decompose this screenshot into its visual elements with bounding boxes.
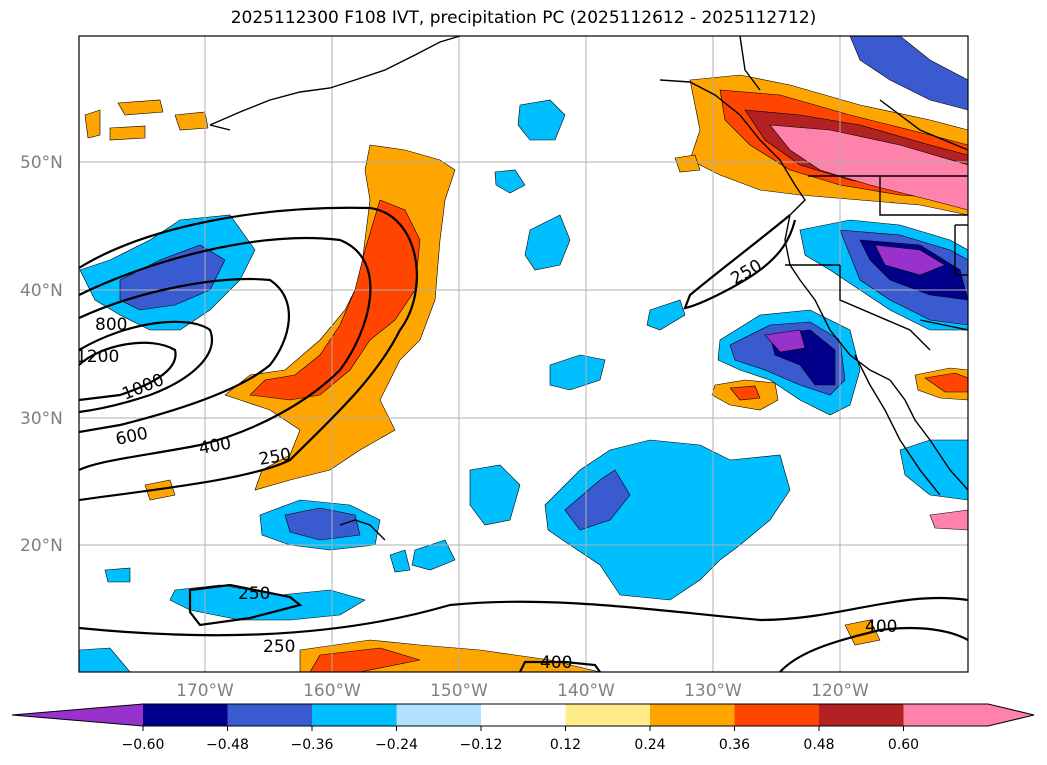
colorbar-tick-label: −0.60 [122,737,165,753]
colorbar-tick-label: −0.12 [460,737,503,753]
colorbar-extend-min [12,704,143,726]
latitude-labels: 50°N 40°N 30°N 20°N [20,153,63,556]
colorbar-tick-label: −0.48 [206,737,249,753]
contour-label: 400 [865,617,897,637]
colorbar-segment [312,704,397,726]
colorbar-segment [650,704,735,726]
colorbar: −0.60 −0.48 −0.36 −0.24 −0.12 0.12 0.24 0.36 0.4… [11,703,1035,753]
colorbar-segment [143,704,228,726]
contour-label: 250 [263,637,295,657]
precip-positive-se-corner [929,509,968,531]
colorbar-tick-label: −0.24 [375,737,418,753]
lat-label: 50°N [20,153,63,173]
lat-label: 20°N [20,536,63,556]
colorbar-segment [734,704,820,726]
colorbar-segment [819,704,904,726]
colorbar-tick-label: 0.24 [634,737,665,753]
colorbar-tick-label: −0.36 [291,737,334,753]
contour-label: 1200 [76,347,119,367]
precip-positive-nw-max [769,124,968,211]
colorbar-tick-label: 0.12 [550,737,581,753]
colorbar-segments [12,704,1034,726]
ivt-contour-labels: 800 1200 1000 600 400 250 250 250 250 40… [76,256,897,673]
lon-label: 170°W [176,681,234,701]
lon-label: 150°W [430,681,488,701]
contour-label: 800 [95,315,127,335]
colorbar-tick-label: 0.60 [888,737,919,753]
lat-label: 30°N [20,409,63,429]
precip-negative-ne [849,36,968,111]
colorbar-tick-label: 0.48 [803,737,834,753]
lat-label: 40°N [20,281,63,301]
precip-negative-hawaii-core [284,507,361,541]
colorbar-segment [227,704,313,726]
colorbar-segment [565,704,651,726]
precip-negative-corner [79,647,131,672]
contour-label: 400 [540,653,572,673]
lon-label: 130°W [684,681,742,701]
precip-negative-california-max [874,244,946,276]
colorbar-segment [396,704,482,726]
map-title: 2025112300 F108 IVT, precipitation PC (2… [230,8,817,28]
colorbar-segment [481,704,566,726]
precip-negative-subtropics-core [564,469,631,531]
precip-negative-baja-max [764,329,806,353]
lon-label: 120°W [811,681,869,701]
lon-label: 160°W [303,681,361,701]
map-area: 800 1200 1000 600 400 250 250 250 250 40… [76,36,968,673]
colorbar-extend-max [988,704,1034,726]
longitude-labels: 170°W 160°W 150°W 140°W 130°W 120°W [176,681,869,701]
lon-label: 140°W [557,681,615,701]
colorbar-segment [903,704,989,726]
ivt-contours [79,206,968,672]
contour-label: 250 [238,584,270,604]
precip-positive-south-core [309,647,421,672]
colorbar-ticks: −0.60 −0.48 −0.36 −0.24 −0.12 0.12 0.24 0.36 0.4… [122,726,919,753]
coastlines [209,36,968,541]
colorbar-tick-label: 0.36 [719,737,750,753]
map-gridlines [79,36,968,672]
map-frame [78,35,969,673]
